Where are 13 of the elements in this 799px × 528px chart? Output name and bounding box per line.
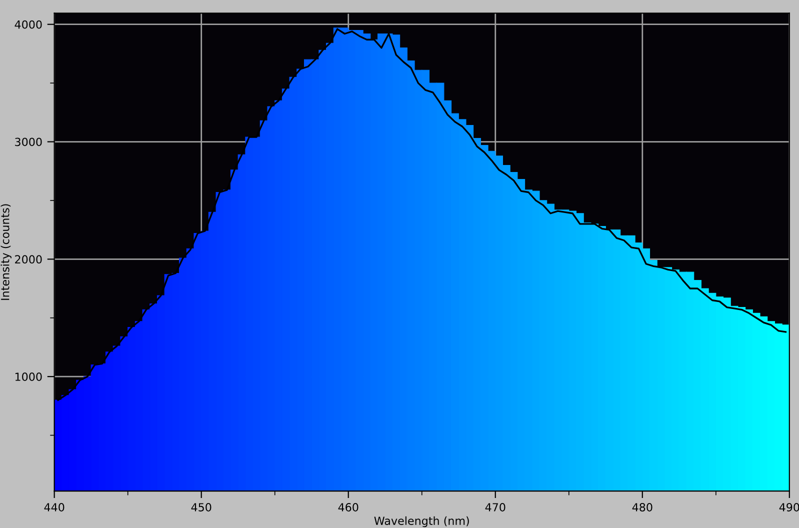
y-tick-label: 3000 (15, 138, 42, 146)
y-axis-title: Intensity (counts) (0, 204, 12, 300)
y-tick-label: 1000 (15, 372, 42, 381)
x-axis-title: Wavelength (nm) (374, 516, 469, 528)
x-tick-label: 480 (632, 503, 652, 512)
x-tick-label: 450 (191, 503, 212, 512)
x-tick-label: 470 (485, 503, 506, 512)
line-series (57, 28, 787, 401)
x-tick-label: 460 (338, 503, 358, 512)
y-tick-label: 2000 (15, 255, 42, 264)
y-tick-label: 4000 (14, 20, 42, 29)
x-tick-label: 490 (779, 503, 799, 512)
x-tick-label: 440 (44, 503, 64, 512)
